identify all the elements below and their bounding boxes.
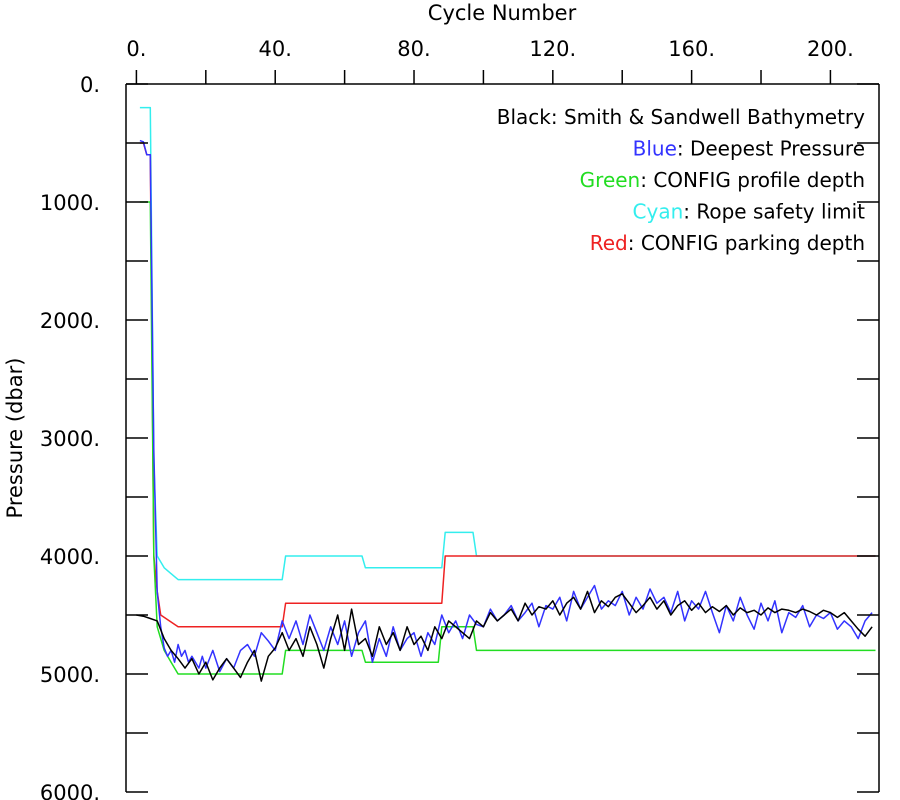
y-tick-label: 6000. [40,781,100,800]
ticks-layer: 0. 40. 80. 120. 160. 200. 0. 1000. 2000. 3000. 400… [40,37,879,800]
legend-color-word: Blue [633,137,677,161]
legend-color-word: Red [590,231,628,255]
legend-description: : Rope safety limit [683,200,865,224]
legend-entry: Green: CONFIG profile depth [580,168,865,192]
x-tick-label: 0. [126,37,146,61]
x-tick-label: 160. [668,37,715,61]
y-tick-label: 5000. [40,663,100,687]
legend-description: : CONFIG parking depth [628,231,865,255]
legend-color-word: Green [580,168,641,192]
y-tick-label: 1000. [40,191,100,215]
legend-entry: Cyan: Rope safety limit [633,200,866,224]
x-tick-label: 80. [397,37,430,61]
y-tick-label: 0. [80,73,100,97]
legend: Black: Smith & Sandwell BathymetryBlue: … [497,105,865,255]
x-axis-title: Cycle Number [428,1,577,25]
legend-color-word: Cyan [633,200,684,224]
legend-entry: Red: CONFIG parking depth [590,231,865,255]
legend-entry: Black: Smith & Sandwell Bathymetry [497,105,865,129]
legend-description: : CONFIG profile depth [640,168,865,192]
y-tick-label: 2000. [40,309,100,333]
y-axis-title: Pressure (dbar) [3,358,27,519]
x-tick-label: 200. [807,37,854,61]
legend-entry: Blue: Deepest Pressure [633,137,865,161]
y-tick-label: 4000. [40,545,100,569]
x-tick-label: 120. [529,37,576,61]
x-tick-label: 40. [259,37,292,61]
legend-description: : Deepest Pressure [677,137,865,161]
y-tick-label: 3000. [40,427,100,451]
black-series-line [136,590,873,682]
legend-color-word: Black [497,105,552,129]
legend-description: : Smith & Sandwell Bathymetry [551,105,865,129]
series-layer [136,106,876,682]
